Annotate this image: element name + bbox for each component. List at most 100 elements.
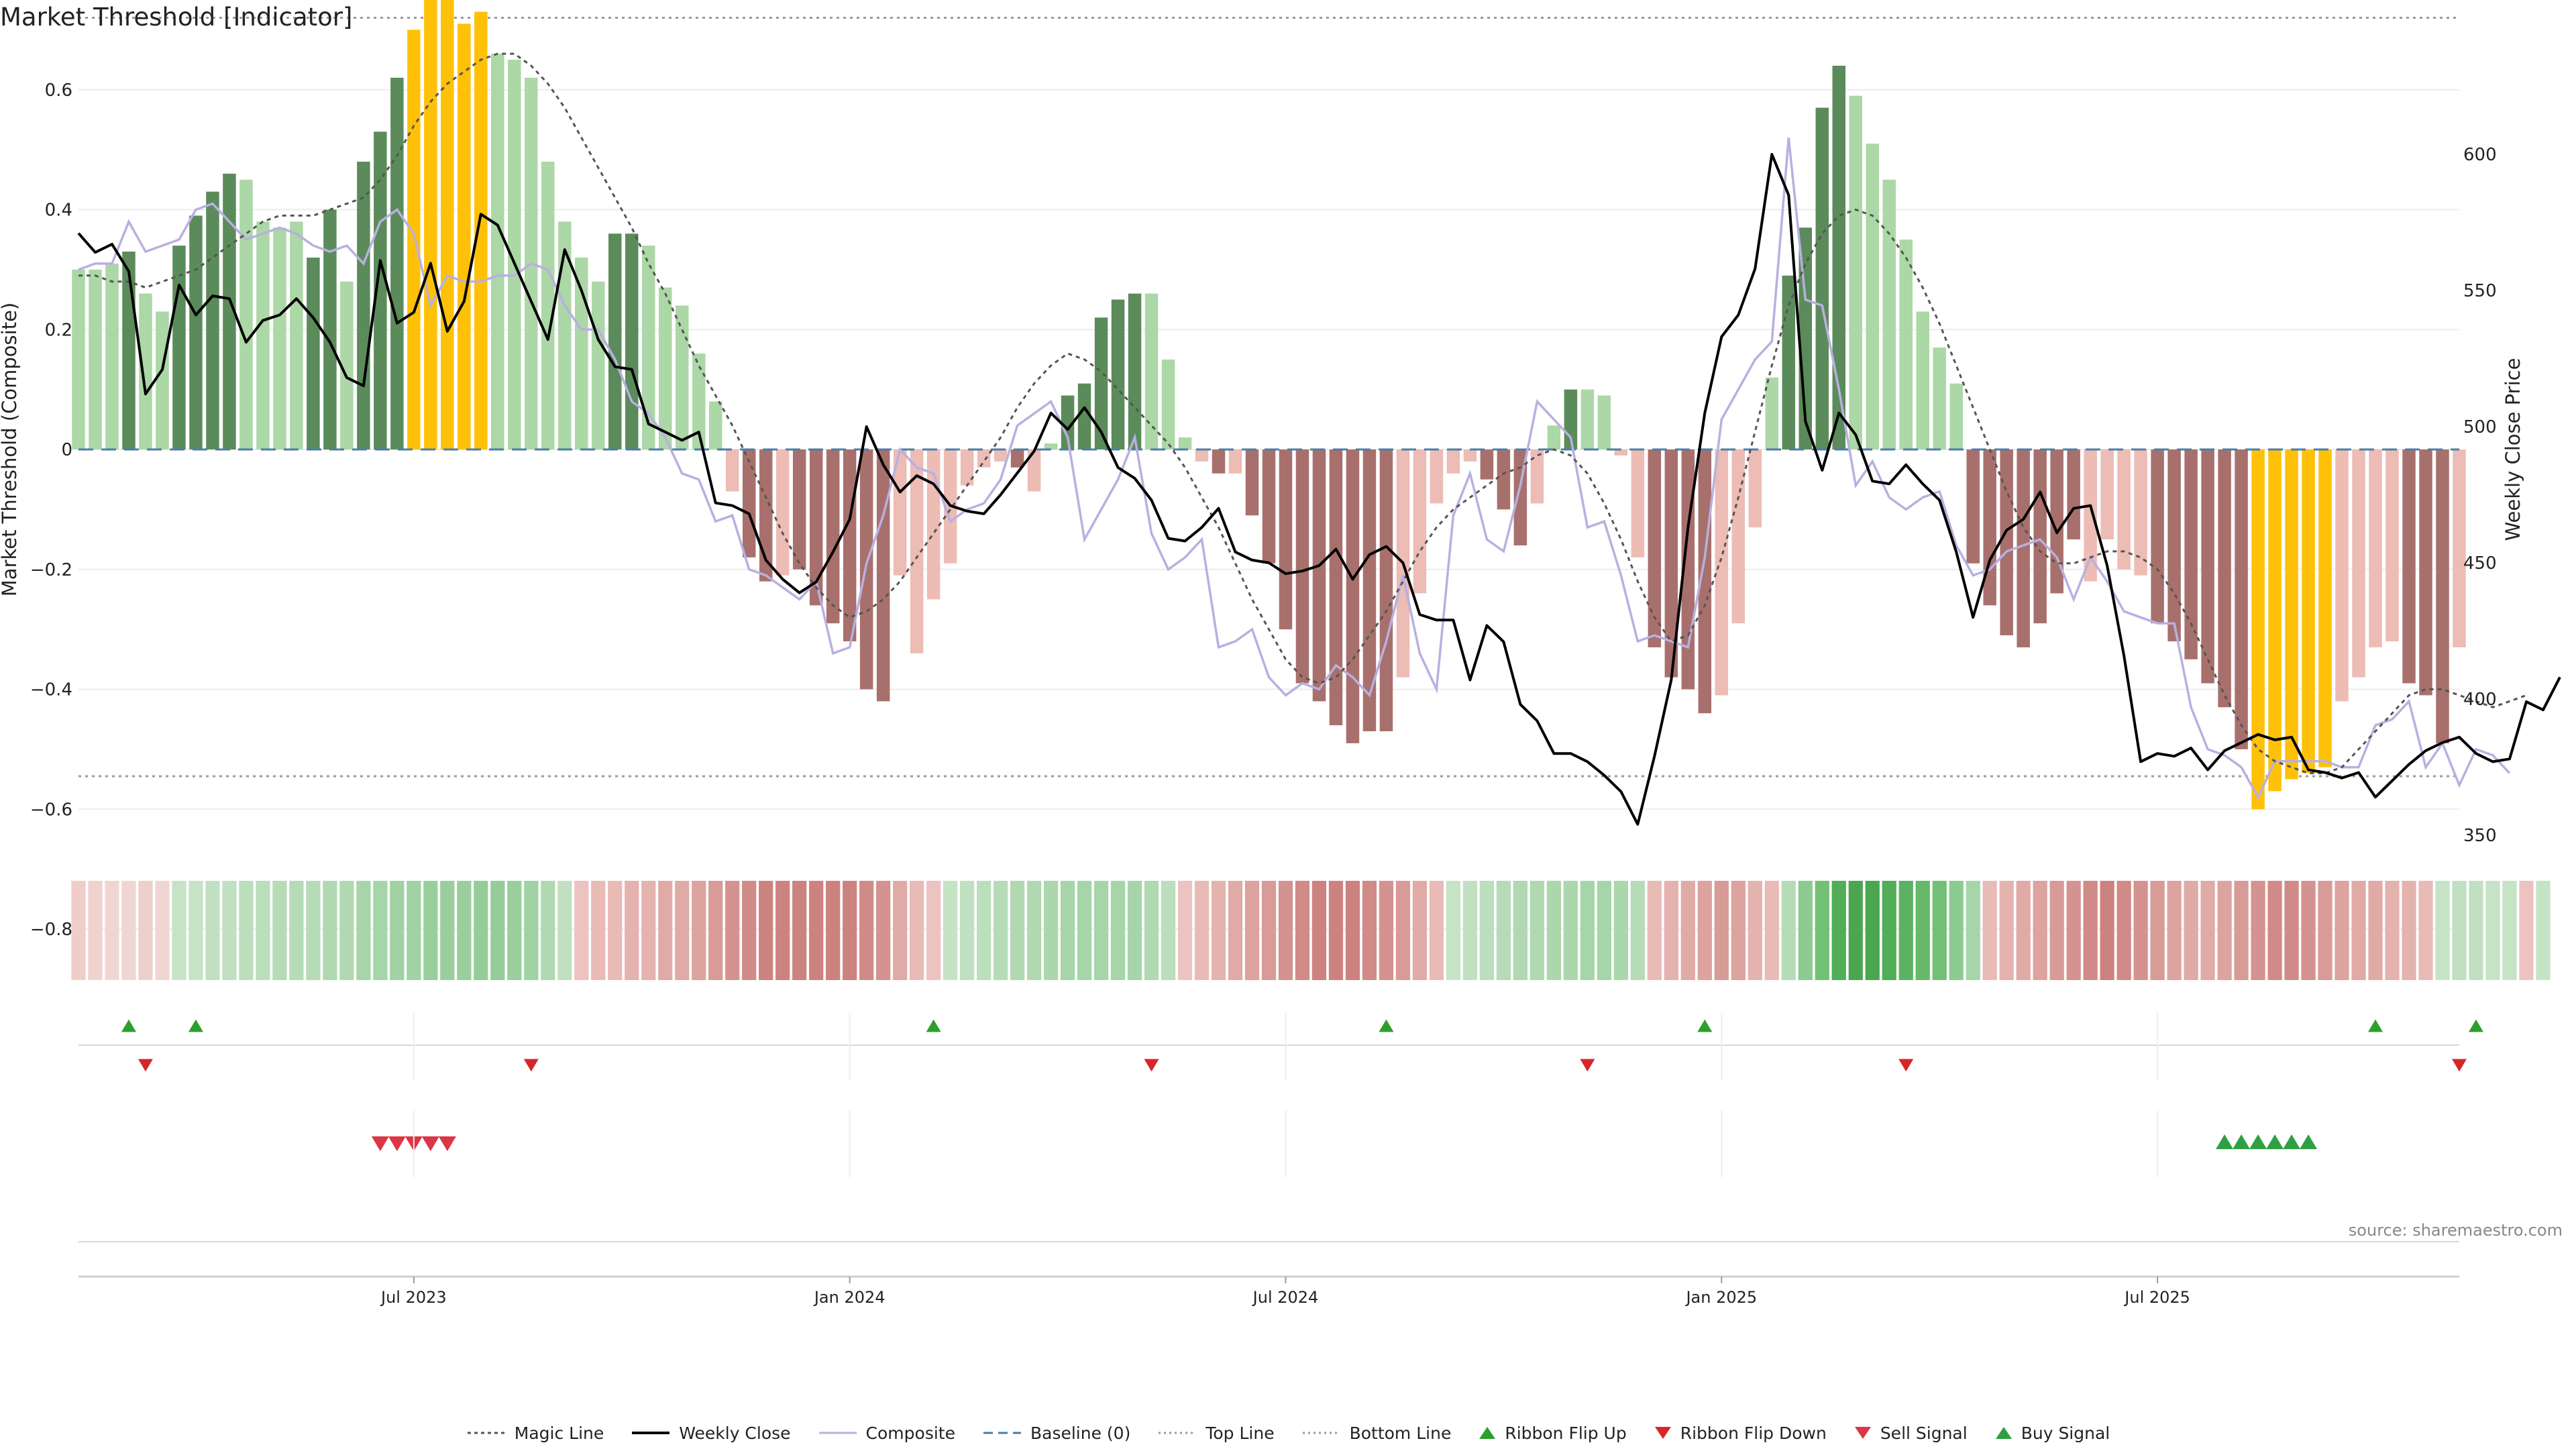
composite-bar — [809, 449, 823, 606]
composite-bar — [2151, 449, 2164, 624]
ribbon-cell — [1798, 881, 1813, 980]
legend-item: Composite — [818, 1424, 955, 1443]
composite-bar — [1430, 449, 1444, 504]
ribbon-cell — [306, 881, 321, 980]
composite-bar — [407, 30, 421, 449]
composite-bar — [2419, 449, 2432, 696]
ribbon-cell — [608, 881, 623, 980]
composite-bar — [1044, 443, 1058, 449]
composite-bar — [2084, 449, 2097, 582]
ribbon-cell — [1748, 881, 1762, 980]
legend-label: Bottom Line — [1349, 1423, 1452, 1443]
composite-bar — [1664, 449, 1678, 678]
ribbon-cell — [591, 881, 606, 980]
composite-bar — [2050, 449, 2063, 594]
composite-bar — [1966, 449, 1980, 564]
ribbon-cell — [256, 881, 270, 980]
legend-item: Magic Line — [466, 1424, 604, 1443]
composite-bar — [1312, 449, 1326, 702]
ribbon-cell — [138, 881, 153, 980]
composite-bar — [1748, 449, 1762, 528]
composite-bar — [2117, 449, 2131, 570]
ribbon-cell — [1546, 881, 1562, 980]
composite-bar — [2100, 449, 2114, 540]
ribbon-cell — [2385, 881, 2400, 980]
ribbon-flip-up-marker — [2368, 1019, 2383, 1032]
y2-tick-label: 400 — [2463, 690, 2497, 710]
ribbon-cell — [524, 881, 539, 980]
composite-bar — [910, 449, 924, 653]
y-tick-label: −0.2 — [30, 560, 72, 580]
ribbon-cell — [625, 881, 639, 980]
y2-tick-label: 550 — [2463, 281, 2497, 301]
composite-bar — [2251, 449, 2265, 810]
ribbon-cell — [1664, 881, 1678, 980]
composite-bar — [1933, 347, 1946, 449]
composite-bar — [2302, 449, 2315, 773]
x-tick-label: Jan 2024 — [813, 1288, 885, 1307]
ribbon-cell — [356, 881, 371, 980]
composite-bar — [256, 221, 270, 449]
ribbon-cell — [2452, 881, 2467, 980]
composite-bar — [659, 287, 672, 449]
ribbon-cell — [658, 881, 673, 980]
ribbon-cell — [859, 881, 874, 980]
composite-bar — [1295, 449, 1309, 684]
ribbon-cell — [541, 881, 555, 980]
composite-bar — [139, 293, 152, 449]
dashed-line-icon — [983, 1432, 1021, 1434]
ribbon-cell — [1093, 881, 1109, 980]
ribbon-cell — [742, 881, 757, 980]
ribbon-cell — [507, 881, 522, 980]
composite-bar — [708, 401, 722, 449]
composite-bar — [1765, 377, 1779, 449]
ribbon-cell — [2267, 881, 2282, 980]
legend-label: Ribbon Flip Up — [1505, 1423, 1627, 1443]
chart-title: Market Threshold [Indicator] — [0, 3, 352, 32]
ribbon-cell — [1043, 881, 1059, 980]
ribbon-flip-up-marker — [121, 1019, 136, 1032]
ribbon-cell — [692, 881, 706, 980]
dotted-line-icon — [467, 1432, 505, 1434]
composite-bar — [1882, 179, 1896, 449]
ribbon-cell — [876, 881, 891, 980]
y-tick-label: −0.6 — [30, 800, 72, 820]
ribbon-cell — [1328, 881, 1344, 980]
composite-bar — [2000, 449, 2013, 636]
ribbon-cell — [1345, 881, 1360, 980]
ribbon-cell — [289, 881, 304, 980]
composite-bar — [1446, 449, 1460, 474]
composite-bar — [491, 54, 504, 449]
ribbon-cell — [2502, 881, 2517, 980]
ribbon-cell — [1513, 881, 1528, 980]
ribbon-cell — [2536, 881, 2551, 980]
dotted-line-light-icon — [1159, 1432, 1197, 1434]
ribbon-cell — [1781, 881, 1796, 980]
composite-bar — [575, 258, 588, 449]
ribbon-cell — [675, 881, 690, 980]
composite-bar — [357, 162, 370, 449]
ribbon-cell — [2435, 881, 2450, 980]
ribbon-cell — [1429, 881, 1444, 980]
buy-signal-marker — [2249, 1134, 2267, 1150]
ribbon-cell — [1244, 881, 1260, 980]
ribbon-cell — [1077, 881, 1092, 980]
composite-bar — [323, 209, 337, 449]
composite-bar — [223, 173, 236, 449]
composite-bar — [1463, 449, 1477, 462]
y-tick-label: 0.4 — [45, 201, 72, 221]
ribbon-cell — [2418, 881, 2433, 980]
buy-signal-marker — [2283, 1134, 2301, 1150]
y-tick-label: 0.6 — [45, 80, 72, 101]
ribbon-cell — [2066, 881, 2081, 980]
ribbon-cell — [1882, 881, 1896, 980]
composite-bar — [2385, 449, 2399, 641]
composite-bar — [2335, 449, 2349, 702]
composite-bar — [2436, 449, 2449, 743]
ribbon-flip-up-marker — [188, 1019, 203, 1032]
composite-bar — [72, 269, 85, 449]
sell-signal-marker — [371, 1136, 389, 1152]
source-credit: source: sharemaestro.com — [2348, 1221, 2563, 1240]
ribbon-cell — [1026, 881, 1042, 980]
ribbon-cell — [1446, 881, 1461, 980]
